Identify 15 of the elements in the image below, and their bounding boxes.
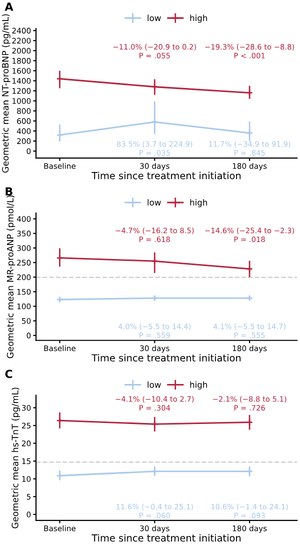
legend-label: low	[148, 381, 161, 388]
legend-label: low	[148, 14, 161, 22]
x-axis-title: Time since treatment initiation	[92, 534, 241, 542]
legend-label: high	[190, 14, 207, 23]
y-axis-title: Geometric mean NT-proBNP (pg/mL)	[2, 14, 10, 173]
chart-title: A	[4, 2, 14, 11]
legend-label: high	[190, 199, 207, 208]
y-axis-title: Geometric mean hs-TnT (pg/mL)	[12, 388, 20, 528]
chart-title: C	[5, 370, 12, 378]
x-axis-title: Time since treatment initiation	[92, 354, 241, 362]
legend-label: low	[148, 199, 161, 206]
y-axis-title: Geometric mean MR-proANP (pmol/L)	[6, 195, 16, 358]
legend-label: high	[190, 381, 207, 390]
chart-title: B	[6, 187, 12, 196]
x-axis-title: Time since treatment initiation	[92, 172, 241, 180]
